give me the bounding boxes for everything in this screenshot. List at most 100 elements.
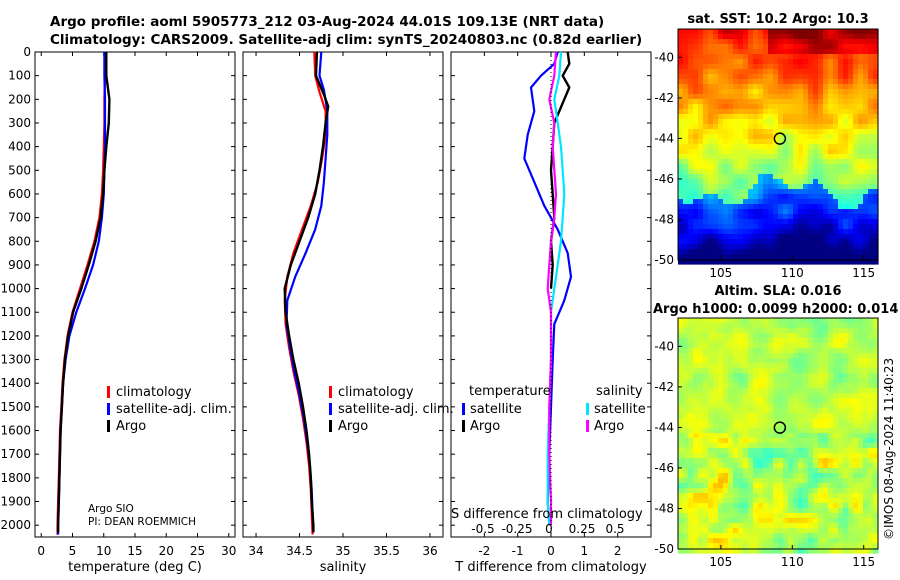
y-tick-label: 1600 [0,424,31,438]
x-tick-label: 30 [221,544,236,558]
series-line-s-argo [546,51,558,526]
legend-swatch [107,403,110,415]
x-tick-label: 34.5 [286,544,313,558]
y-tick-label: 1200 [0,329,31,343]
legend-label: Argo [594,419,624,434]
map-y-tick-label: -42 [654,91,674,105]
map-y-tick-label: -48 [654,501,674,515]
s-tick-label: 0.5 [605,522,624,536]
argo-location-marker [773,132,787,145]
x-tick-label: 34 [248,544,263,558]
x-tick-label: -2 [478,544,490,558]
y-tick-label: 0 [23,45,31,59]
s-tick-label: -0.25 [501,522,532,536]
y-tick-label: 400 [8,140,31,154]
legend-label: Argo [116,419,146,434]
y-tick-label: 800 [8,234,31,248]
s-tick-label: -0.5 [471,522,494,536]
x-tick-label: 5 [69,544,77,558]
y-tick-label: 100 [8,69,31,83]
y-tick-label: 1700 [0,447,31,461]
panel-temperature-profile [34,51,236,538]
x-tick-label: 25 [190,544,205,558]
y-tick-label: 2000 [0,518,31,532]
map-y-tick-label: -46 [654,461,674,475]
axes-frame [34,51,236,538]
legend-swatch [586,420,589,432]
y-tick-label: 600 [8,187,31,201]
title-line-2: Climatology: CARS2009. Satellite-adj cli… [50,32,643,48]
map-subtitle: Argo h1000: 0.0099 h2000: 0.014 [653,302,898,317]
map-y-tick-label: -44 [654,420,674,434]
y-tick-label: 500 [8,163,31,177]
map-y-tick-label: -48 [654,212,674,226]
map-y-tick-label: -50 [654,253,674,267]
legend-swatch [462,420,465,432]
legend-label: climatology [116,385,192,400]
map-title: sat. SST: 10.2 Argo: 10.3 [687,12,868,27]
map-x-tick-label: 105 [709,266,732,280]
x-tick-label: 20 [159,544,174,558]
x-tick-label: 36 [422,544,437,558]
s-tick-label: 0 [545,522,553,536]
map-y-tick-label: -40 [654,339,674,353]
legend-swatch [462,403,465,415]
pi-annotation: Argo SIO [88,503,134,515]
x-axis-label: salinity [320,560,367,575]
map-title: Altim. SLA: 0.016 [715,284,842,299]
y-tick-label: 700 [8,211,31,225]
x-axis-label: temperature (deg C) [68,560,202,575]
pi-annotation: PI: DEAN ROEMMICH [88,516,196,528]
x-tick-label: 10 [96,544,111,558]
legend-swatch [329,403,332,415]
map-x-tick-label: 105 [709,555,732,569]
legend-swatch [329,420,332,432]
x-tick-label: 0 [547,544,555,558]
x-tick-label: 35 [335,544,350,558]
map-x-tick-label: 110 [781,555,804,569]
legend-label: Argo [470,419,500,434]
y-tick-label: 1100 [0,305,31,319]
map-x-tick-label: 110 [781,266,804,280]
x-tick-label: 1 [581,544,589,558]
map-y-tick-label: -50 [654,542,674,556]
map-frame [677,317,879,550]
y-tick-label: 1500 [0,400,31,414]
x-axis-label: T difference from climatology [454,560,647,575]
map-y-tick-label: -46 [654,172,674,186]
y-tick-label: 200 [8,92,31,106]
legend-swatch [329,386,332,398]
legend-label: satellite [470,402,522,417]
legend-label: satellite-adj. clim. [116,402,232,417]
title-line-1: Argo profile: aoml 5905773_212 03-Aug-20… [50,14,605,30]
map-y-tick-label: -42 [654,380,674,394]
x-axis-label-top: S difference from climatology [451,507,643,522]
sla-heatmap [678,318,879,554]
series-line-t-satellite [523,51,573,526]
x-tick-label: 0 [37,544,45,558]
s-tick-label: 0.25 [569,522,596,536]
legend-swatch [107,420,110,432]
legend-label: satellite-adj. clim. [338,402,454,417]
argo-location-marker [773,421,787,434]
x-tick-label: 15 [127,544,142,558]
legend-label: climatology [338,385,414,400]
series-line-argo [56,52,111,533]
map-x-tick-label: 115 [852,266,875,280]
legend-label: satellite [594,402,646,417]
axes-frame [242,51,444,538]
map-x-tick-label: 115 [852,555,875,569]
map-y-tick-label: -44 [654,131,674,145]
panel-salinity-profile [242,51,444,538]
legend-title: temperature [469,384,551,399]
y-tick-label: 1400 [0,376,31,390]
legend-swatch [107,386,110,398]
series-line-argo [283,51,330,533]
map-y-tick-label: -40 [654,50,674,64]
map-frame [677,28,879,261]
y-tick-label: 900 [8,258,31,272]
legend-swatch [586,403,589,415]
y-tick-label: 1800 [0,471,31,485]
